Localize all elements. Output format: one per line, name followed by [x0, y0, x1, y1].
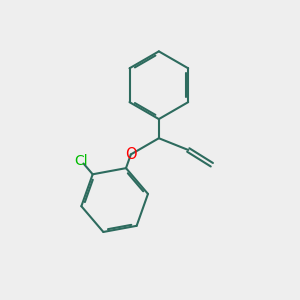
Text: Cl: Cl [74, 154, 88, 168]
Text: O: O [125, 147, 137, 162]
